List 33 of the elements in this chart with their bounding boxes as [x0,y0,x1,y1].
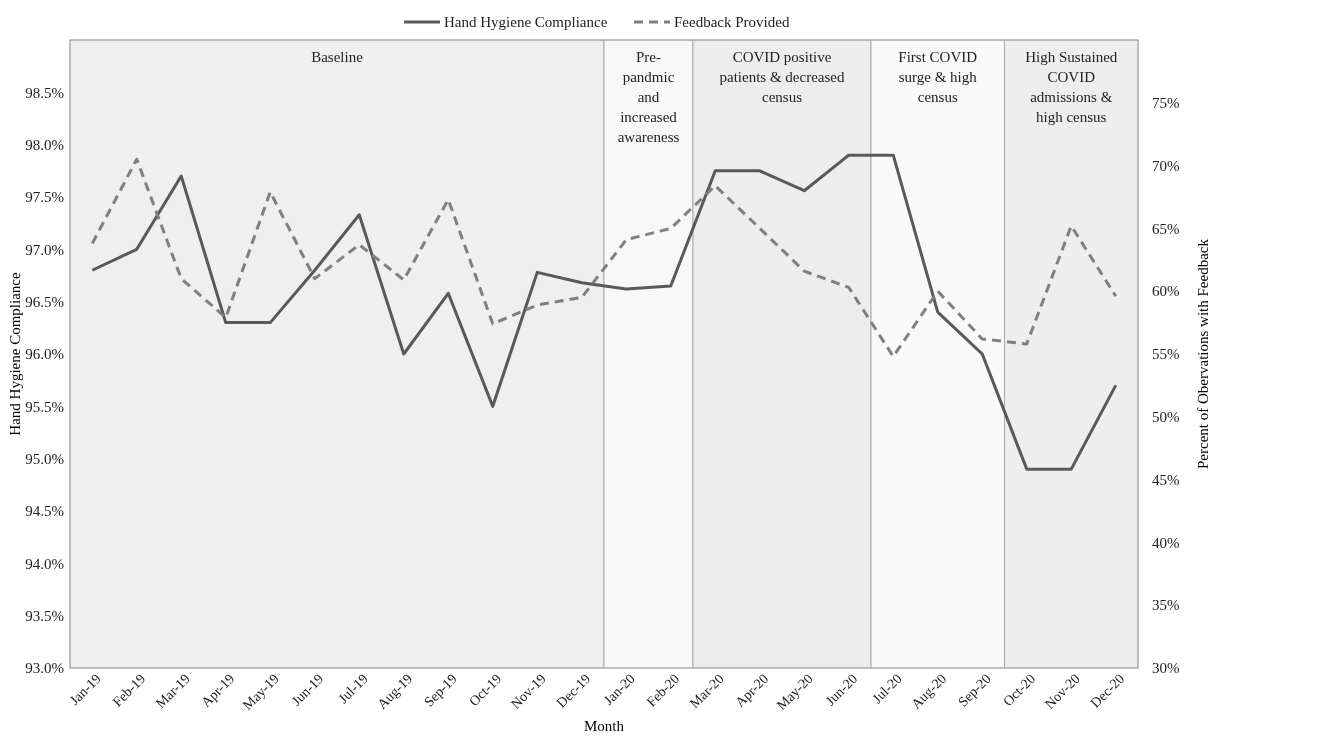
band-label: Pre- pandmic and increased awareness [617,49,680,145]
y2-tick-label: 60% [1152,283,1180,300]
y2-tick-label: 70% [1152,157,1180,174]
y2-tick-label: 35% [1152,597,1180,614]
band-label: COVID positive patients & decreased census [719,49,845,105]
y2-tick-label: 75% [1152,95,1180,112]
band-label: High Sustained COVID admissions & high census [1025,49,1118,125]
y-tick-label: 94.5% [25,503,64,520]
y2-tick-label: 65% [1152,220,1180,237]
y2-tick-label: 45% [1152,471,1180,488]
y-tick-label: 94.0% [25,555,64,572]
y2-tick-label: 40% [1152,534,1180,551]
y2-tick-label: 30% [1152,660,1180,677]
legend-label: Hand Hygiene Compliance [444,14,608,31]
band-label: Baseline [311,49,364,65]
legend-label: Feedback Provided [674,14,790,31]
line-series [90,153,1118,471]
y-tick-label: 95.5% [25,398,64,415]
y2-axis-title: Percent of Obervations with Feedback [1195,238,1211,469]
y-tick-label: 97.5% [25,189,64,206]
y-tick-label: 93.0% [25,660,64,677]
y-tick-label: 98.0% [25,136,64,153]
y-tick-label: 97.0% [25,241,64,258]
y-tick-label: 96.0% [25,346,64,363]
y-axis-title: Hand Hygiene Compliance [7,272,23,436]
x-axis-title: Month [583,718,625,734]
y-tick-label: 98.5% [25,84,64,101]
y-tick-label: 96.5% [25,293,64,310]
y-tick-label: 95.0% [25,450,64,467]
y2-tick-label: 50% [1152,409,1180,426]
band-label: First COVID surge & high census [898,49,978,105]
y2-tick-label: 55% [1152,346,1180,363]
y-tick-label: 93.5% [25,607,64,624]
